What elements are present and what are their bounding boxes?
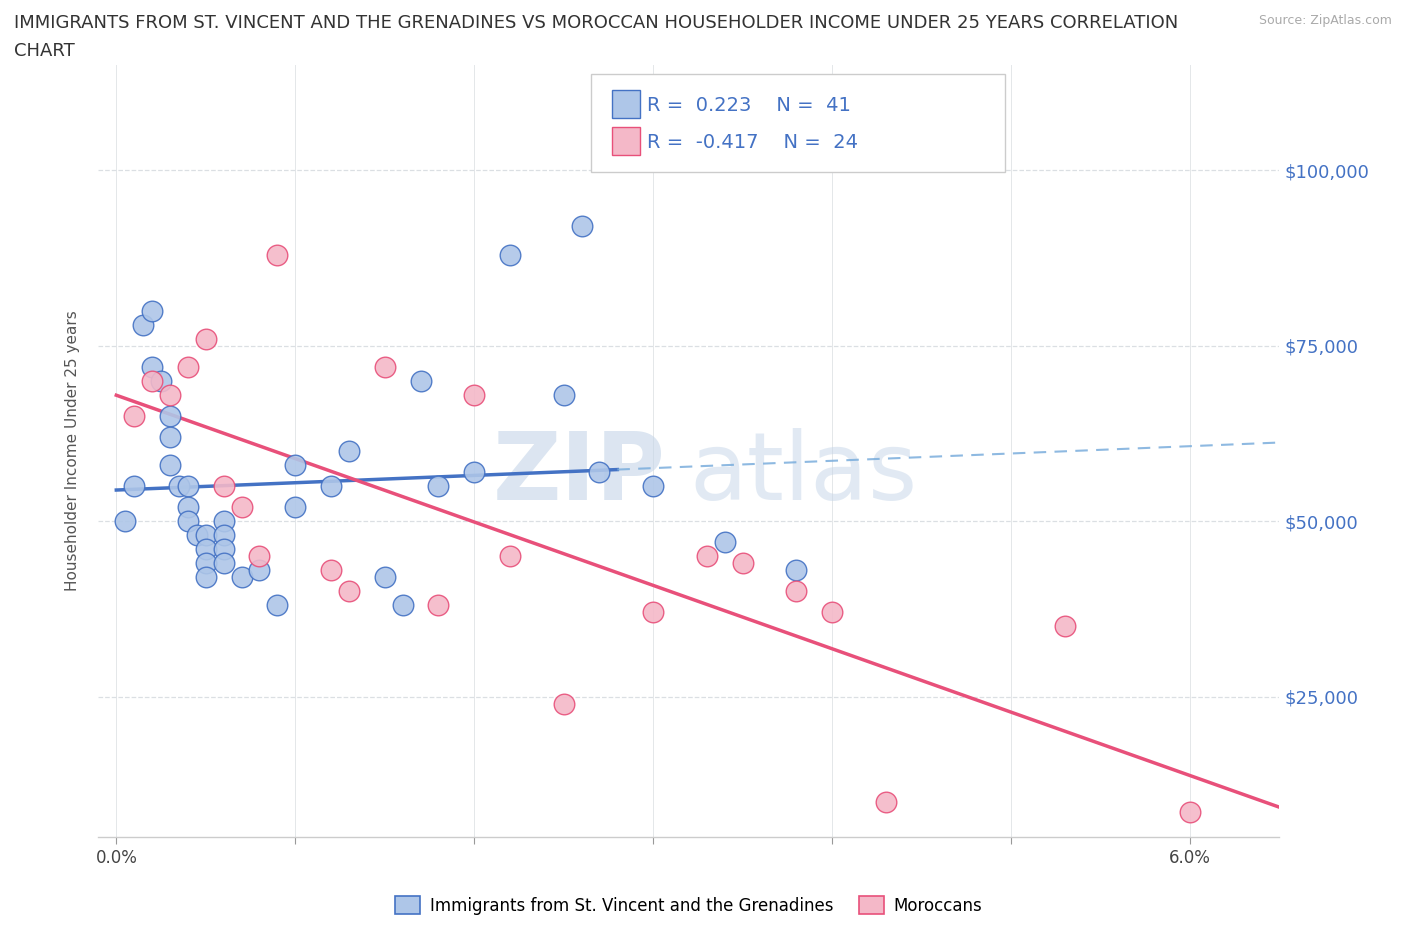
Point [499,247,522,262]
Point [114,513,136,528]
Text: CHART: CHART [14,42,75,60]
Text: R =  0.223    N =  41: R = 0.223 N = 41 [647,96,851,114]
Point [167,479,190,494]
Text: ZIP: ZIP [492,428,665,520]
Point [427,479,450,494]
Legend: Immigrants from St. Vincent and the Grenadines, Moroccans: Immigrants from St. Vincent and the Gren… [388,890,990,922]
Point [337,444,360,458]
Point [1178,805,1201,820]
Y-axis label: Householder Income Under 25 years: Householder Income Under 25 years [65,311,80,591]
Point [696,549,718,564]
Point [249,549,271,564]
Text: IMMIGRANTS FROM ST. VINCENT AND THE GRENADINES VS MOROCCAN HOUSEHOLDER INCOME UN: IMMIGRANTS FROM ST. VINCENT AND THE GREN… [14,14,1178,32]
Point [785,584,807,599]
Point [141,359,163,374]
Point [194,331,217,346]
Point [212,542,235,557]
Point [391,598,413,613]
Point [337,584,360,599]
Point [284,499,307,514]
Point [409,374,432,389]
Point [553,388,575,403]
Point [194,528,217,543]
Point [212,528,235,543]
Point [122,479,145,494]
Point [319,563,342,578]
Point [186,528,208,543]
Point [159,458,181,472]
Point [319,479,342,494]
Point [177,513,200,528]
Point [571,219,593,234]
Point [231,499,253,514]
Point [249,563,271,578]
Point [875,794,897,809]
Point [588,465,610,480]
Text: Source: ZipAtlas.com: Source: ZipAtlas.com [1258,14,1392,27]
Point [266,247,288,262]
Point [177,359,200,374]
Point [374,570,396,585]
Point [122,408,145,423]
Point [150,374,173,389]
Point [713,535,735,550]
Point [159,408,181,423]
Point [141,374,163,389]
Point [374,359,396,374]
Point [132,317,155,332]
Point [643,605,665,620]
Text: R =  -0.417    N =  24: R = -0.417 N = 24 [647,133,858,152]
Point [177,499,200,514]
Point [427,598,450,613]
Point [785,563,807,578]
Point [731,556,754,571]
Text: atlas: atlas [689,428,917,520]
Point [141,303,163,318]
Point [463,465,485,480]
Point [463,388,485,403]
Point [821,605,844,620]
Point [266,598,288,613]
Point [194,542,217,557]
Point [194,570,217,585]
Point [284,458,307,472]
Point [159,388,181,403]
Point [1053,619,1076,634]
Point [177,479,200,494]
Point [159,430,181,445]
Point [212,513,235,528]
Point [212,556,235,571]
Point [499,549,522,564]
Point [643,479,665,494]
Point [212,479,235,494]
Point [553,697,575,711]
Point [231,570,253,585]
Point [194,556,217,571]
